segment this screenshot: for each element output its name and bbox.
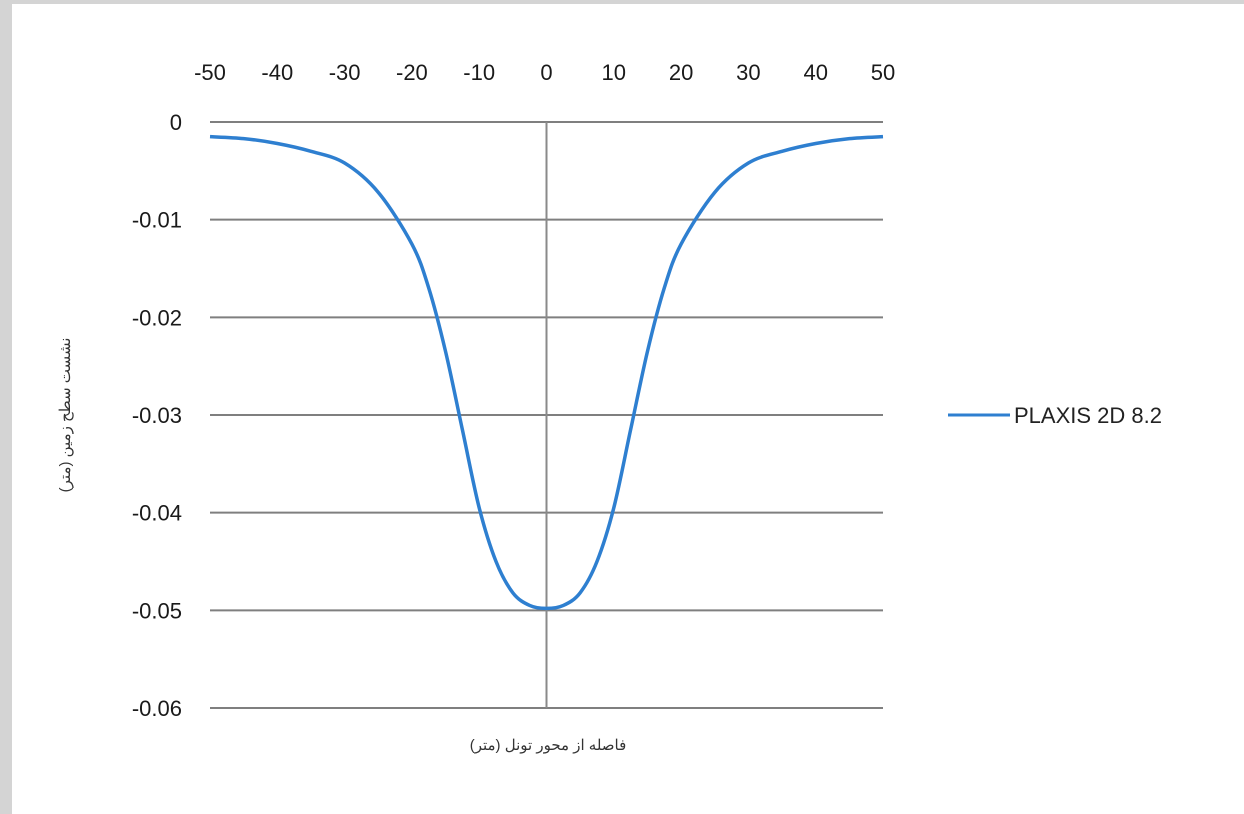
y-tick-label-5: -0.05 <box>132 598 182 623</box>
y-tick-label-4: -0.04 <box>132 501 182 526</box>
x-tick-labels: -50 -40 -30 -20 -10 0 10 20 30 40 50 <box>194 60 895 85</box>
x-tick-label-3: -20 <box>396 60 428 85</box>
x-tick-label-8: 30 <box>736 60 760 85</box>
y-tick-labels: 0 -0.01 -0.02 -0.03 -0.04 -0.05 -0.06 <box>132 110 182 721</box>
y-tick-label-0: 0 <box>170 110 182 135</box>
y-tick-label-2: -0.02 <box>132 305 182 330</box>
y-axis-title: نشست سطح زمین (متر) <box>57 338 74 493</box>
y-tick-label-3: -0.03 <box>132 403 182 428</box>
x-tick-label-4: -10 <box>463 60 495 85</box>
x-tick-label-5: 0 <box>540 60 552 85</box>
legend-label-plaxis: PLAXIS 2D 8.2 <box>1014 403 1162 428</box>
x-axis-title: فاصله از محور تونل (متر) <box>470 737 627 754</box>
x-tick-label-10: 50 <box>871 60 895 85</box>
series-group <box>209 134 884 611</box>
x-tick-label-6: 10 <box>602 60 626 85</box>
x-tick-label-9: 40 <box>803 60 827 85</box>
x-tick-label-1: -40 <box>261 60 293 85</box>
series-line-0 <box>209 134 884 611</box>
x-tick-label-0: -50 <box>194 60 226 85</box>
y-tick-label-1: -0.01 <box>132 208 182 233</box>
legend: PLAXIS 2D 8.2 <box>948 403 1162 428</box>
y-tick-label-6: -0.06 <box>132 696 182 721</box>
x-tick-label-7: 20 <box>669 60 693 85</box>
x-tick-label-2: -30 <box>329 60 361 85</box>
